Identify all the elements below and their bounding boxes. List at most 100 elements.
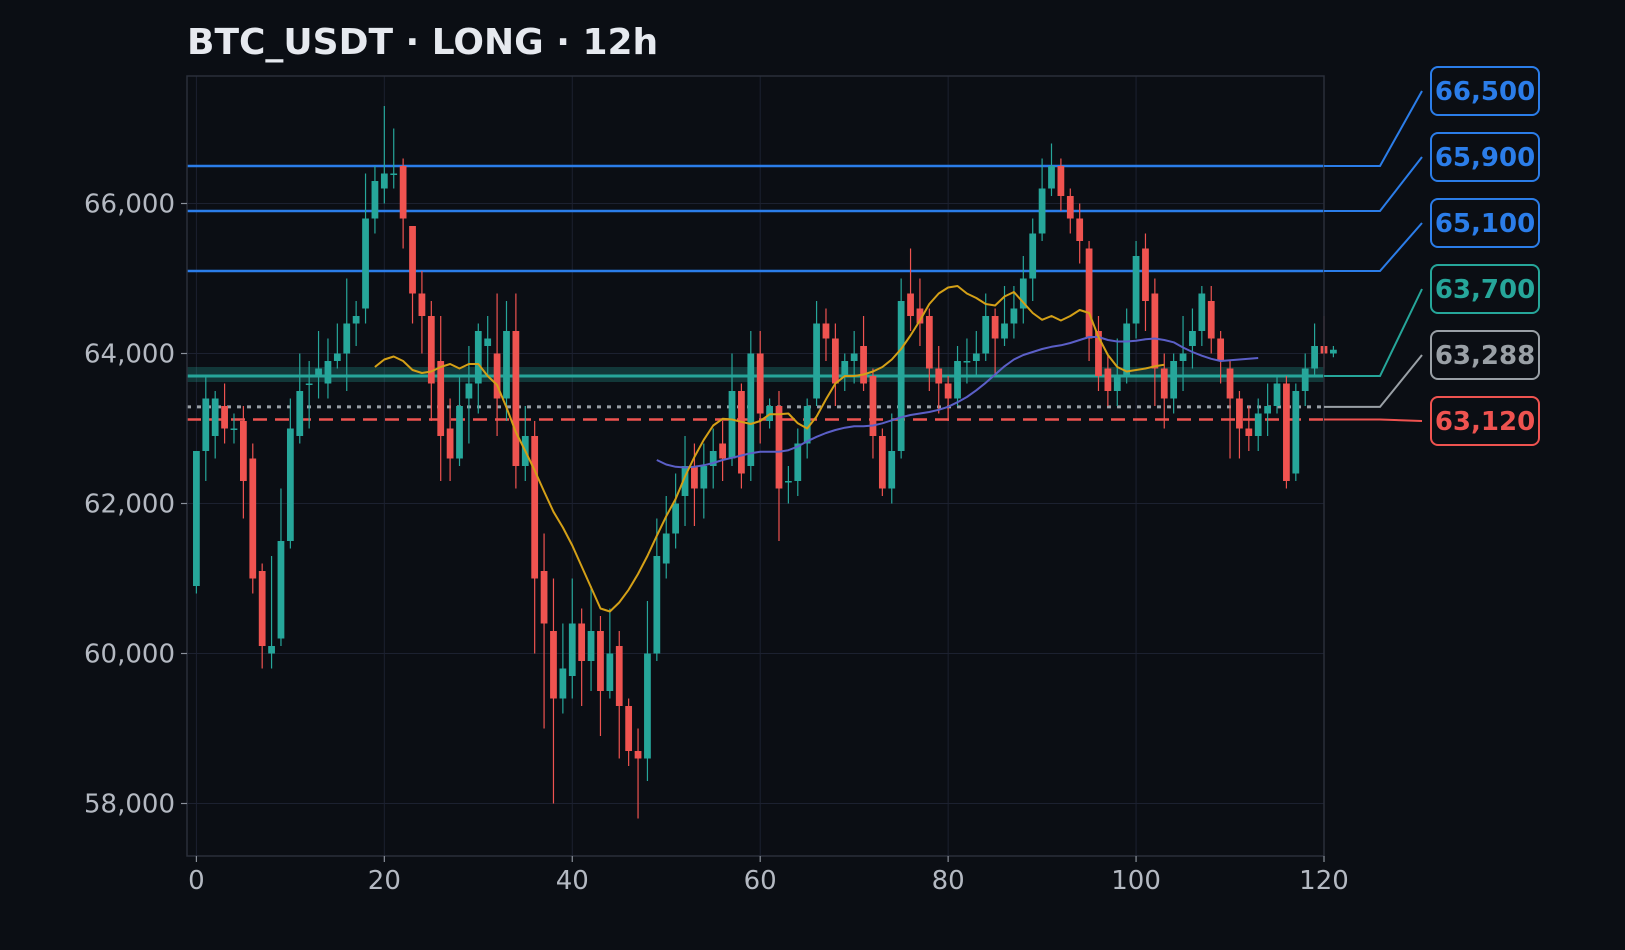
level-connector	[1324, 288, 1423, 377]
candle-body	[944, 383, 952, 399]
candle-body	[1010, 308, 1018, 324]
candle-body	[907, 293, 914, 316]
candle-body	[1095, 331, 1102, 376]
candle-body	[324, 361, 332, 384]
candle-body	[672, 503, 680, 534]
candle-body	[362, 218, 369, 309]
x-tick-label: 40	[556, 866, 589, 896]
candle-body	[503, 331, 510, 399]
y-tick-label: 66,000	[84, 190, 175, 220]
candle-body	[1198, 293, 1206, 331]
candle-body	[512, 331, 520, 466]
candle-body	[831, 338, 839, 384]
candle-body	[578, 623, 586, 661]
candle-body	[1179, 353, 1187, 361]
candle-body	[286, 428, 294, 541]
candle-body	[1029, 233, 1037, 279]
candle-body	[1301, 368, 1309, 391]
level-label-box	[1430, 66, 1540, 116]
candle-body	[606, 653, 614, 691]
candle-body	[747, 353, 755, 466]
candle-body	[540, 571, 548, 624]
candle-body	[954, 361, 961, 399]
candle-body	[1076, 218, 1084, 241]
candle-body	[1254, 413, 1262, 436]
chart-title: BTC_USDT · LONG · 12h	[187, 22, 658, 63]
candle-body	[333, 353, 341, 361]
candle-body	[531, 436, 539, 579]
level-label-box	[1430, 198, 1540, 248]
candles-layer	[193, 106, 1337, 819]
candle-body	[700, 466, 708, 489]
candle-body	[258, 571, 266, 646]
candle-body	[728, 391, 736, 459]
plot-border	[186, 75, 1325, 857]
candle-body	[1217, 338, 1225, 361]
candle-body	[850, 353, 858, 361]
candle-body	[644, 653, 651, 759]
x-tick-label: 120	[1299, 866, 1349, 896]
x-tick-label: 100	[1111, 866, 1161, 896]
candle-body	[653, 556, 661, 654]
candle-body	[493, 353, 501, 399]
level-label-box	[1430, 264, 1540, 314]
level-connector	[1324, 418, 1423, 422]
level-label-box	[1430, 396, 1540, 446]
candle-body	[925, 316, 933, 369]
candle-body	[1048, 166, 1055, 189]
candle-body	[550, 631, 557, 699]
candle-body	[202, 398, 210, 451]
candle-body	[1245, 428, 1253, 436]
level-connector	[1324, 90, 1423, 167]
candle-body	[822, 323, 830, 339]
candle-body	[1066, 196, 1074, 219]
x-tick-label: 80	[932, 866, 965, 896]
level-label-box	[1430, 132, 1540, 182]
candle-body	[756, 353, 764, 414]
axis-ticks-layer: 0 20 40 60 80 100 120 58,000 60,000 62,000 64,000 6…	[84, 190, 1349, 897]
candle-body	[239, 421, 247, 481]
candle-body	[587, 631, 595, 661]
candle-body	[1019, 278, 1027, 309]
candle-body	[841, 361, 849, 376]
candle-body	[568, 623, 576, 676]
candle-body	[681, 466, 689, 496]
candle-body	[315, 368, 322, 376]
candle-body	[399, 166, 407, 219]
level-connector	[1324, 156, 1423, 212]
candle-body	[437, 361, 445, 436]
candle-body	[1057, 166, 1065, 196]
candle-body	[935, 368, 943, 384]
candle-body	[371, 181, 379, 219]
level-label-text: 65,100	[1435, 209, 1535, 239]
candle-body	[813, 323, 820, 399]
candle-body	[1189, 331, 1196, 346]
candle-body	[249, 458, 257, 579]
candle-body	[296, 391, 304, 436]
candle-body	[709, 451, 717, 466]
candle-body	[897, 301, 905, 451]
candle-body	[1236, 398, 1243, 429]
candle-body	[615, 646, 623, 706]
y-tick-label: 58,000	[84, 790, 175, 820]
candle-body	[1113, 376, 1121, 391]
candle-body	[785, 481, 792, 483]
candle-body	[719, 443, 726, 459]
candle-body	[597, 631, 604, 691]
candle-body	[1085, 248, 1093, 339]
candle-body	[1273, 383, 1281, 406]
candle-body	[1311, 346, 1318, 369]
candle-body	[662, 533, 670, 564]
candle-body	[982, 316, 990, 354]
candle-body	[484, 338, 492, 346]
candle-body	[474, 331, 482, 384]
candle-body	[305, 383, 313, 385]
level-connector	[1324, 222, 1423, 272]
candle-body	[1283, 383, 1290, 481]
level-label-text: 63,700	[1435, 275, 1535, 305]
candle-body	[1170, 361, 1178, 399]
ma-slow-line	[656, 336, 1259, 469]
level-connector	[1324, 354, 1423, 408]
candle-body	[427, 316, 435, 384]
